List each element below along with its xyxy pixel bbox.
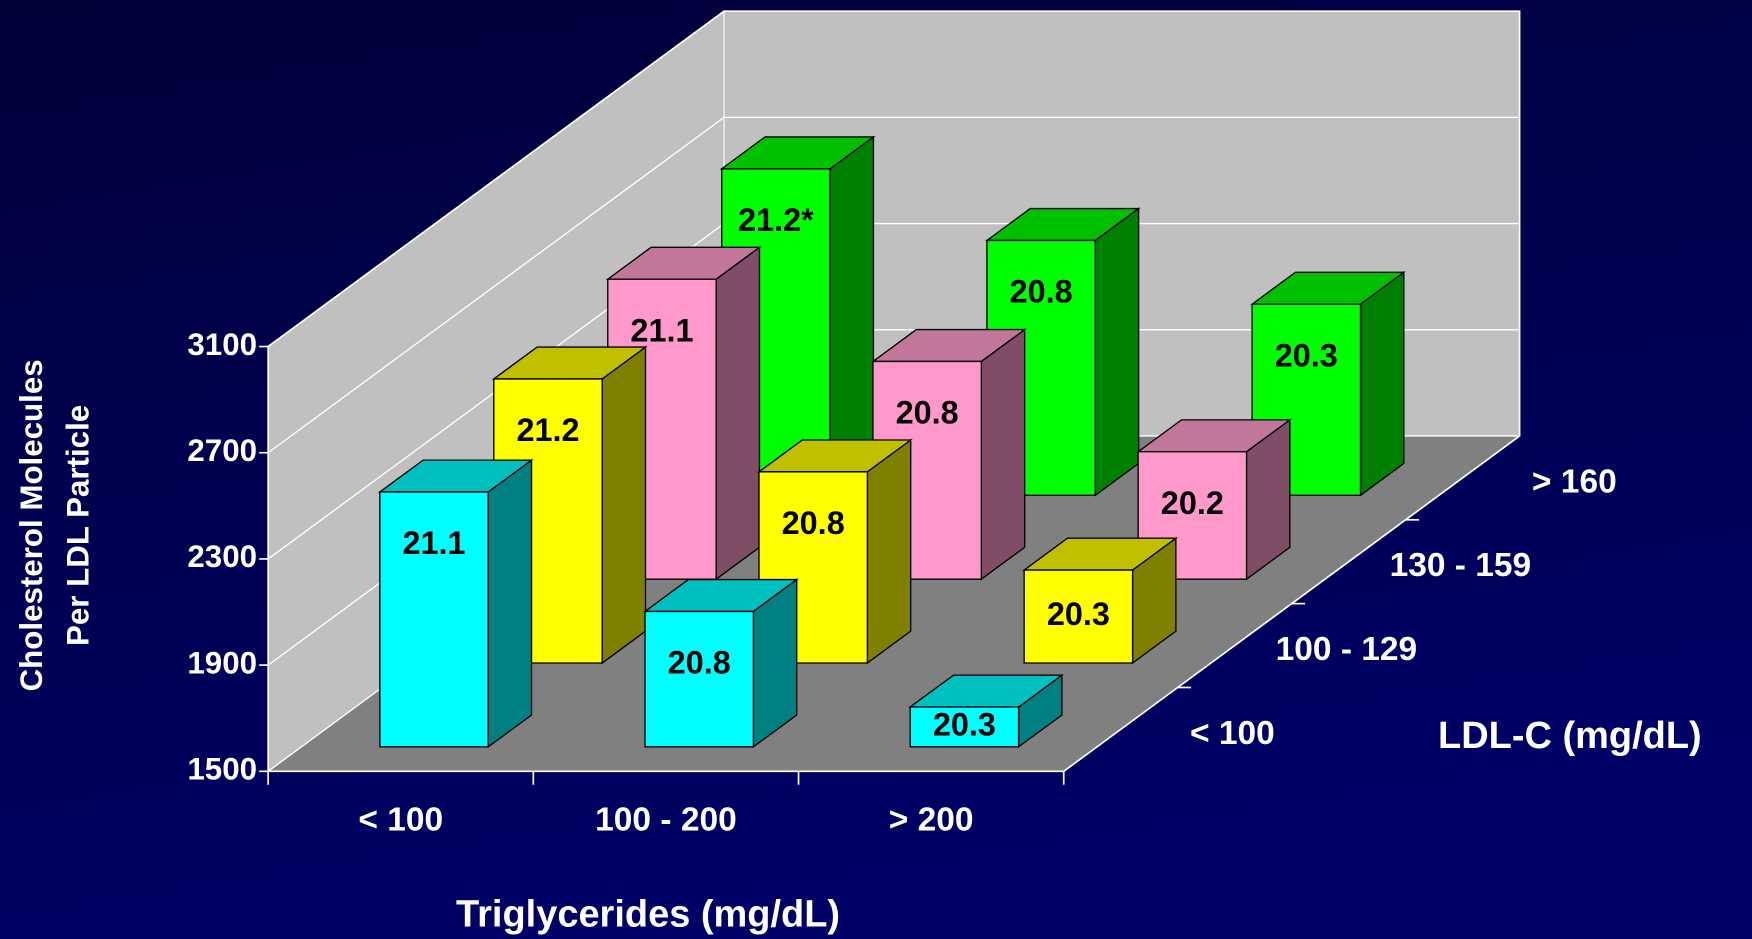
bar-label: 20.2 <box>1161 485 1224 521</box>
bar-label: 21.2* <box>738 202 814 238</box>
bar <box>1023 569 1134 664</box>
bar-label: 20.3 <box>1047 596 1110 632</box>
bar-label: 20.8 <box>782 505 845 541</box>
x-axis-title: Triglycerides (mg/dL) <box>456 894 840 936</box>
y-axis-title: Per LDL Particle <box>61 405 96 646</box>
y-tick-label: 1900 <box>187 645 257 680</box>
y-tick-label: 2700 <box>187 433 257 468</box>
bar <box>909 706 1020 748</box>
bar-side <box>715 245 761 581</box>
bar-side <box>601 345 647 665</box>
x-tick-label: > 200 <box>889 801 974 838</box>
bar-label: 21.1 <box>630 312 693 348</box>
bar-side <box>1359 270 1405 497</box>
bar-label: 21.1 <box>403 525 466 561</box>
z-tick-label: > 160 <box>1532 463 1617 500</box>
z-tick-label: 100 - 129 <box>1276 631 1418 668</box>
bar-label: 20.8 <box>668 645 731 681</box>
y-axis-title: Cholesterol Molecules <box>14 359 49 691</box>
y-tick-label: 3100 <box>187 327 257 362</box>
bar-label: 20.8 <box>896 395 959 431</box>
z-tick-label: 130 - 159 <box>1390 547 1532 584</box>
grid-line <box>267 10 1520 348</box>
y-tick-label: 2300 <box>187 539 257 574</box>
bar <box>379 491 489 748</box>
bar-side <box>866 438 912 665</box>
z-tick-label: < 100 <box>1190 715 1275 752</box>
z-axis-title: LDL-C (mg/dL) <box>1438 715 1702 757</box>
bar-side <box>980 328 1026 581</box>
bar-label: 20.3 <box>1275 337 1338 373</box>
bar-label: 20.8 <box>1010 274 1073 310</box>
bar-label: 20.3 <box>933 706 996 742</box>
bar-side <box>487 458 533 749</box>
x-tick-label: < 100 <box>358 801 443 838</box>
bar-label: 21.2 <box>516 412 579 448</box>
y-tick-label: 1500 <box>187 752 257 787</box>
grid-line <box>267 116 1520 454</box>
x-tick-label: 100 - 200 <box>595 801 737 838</box>
bar <box>644 610 755 748</box>
bar-side <box>1094 207 1140 497</box>
